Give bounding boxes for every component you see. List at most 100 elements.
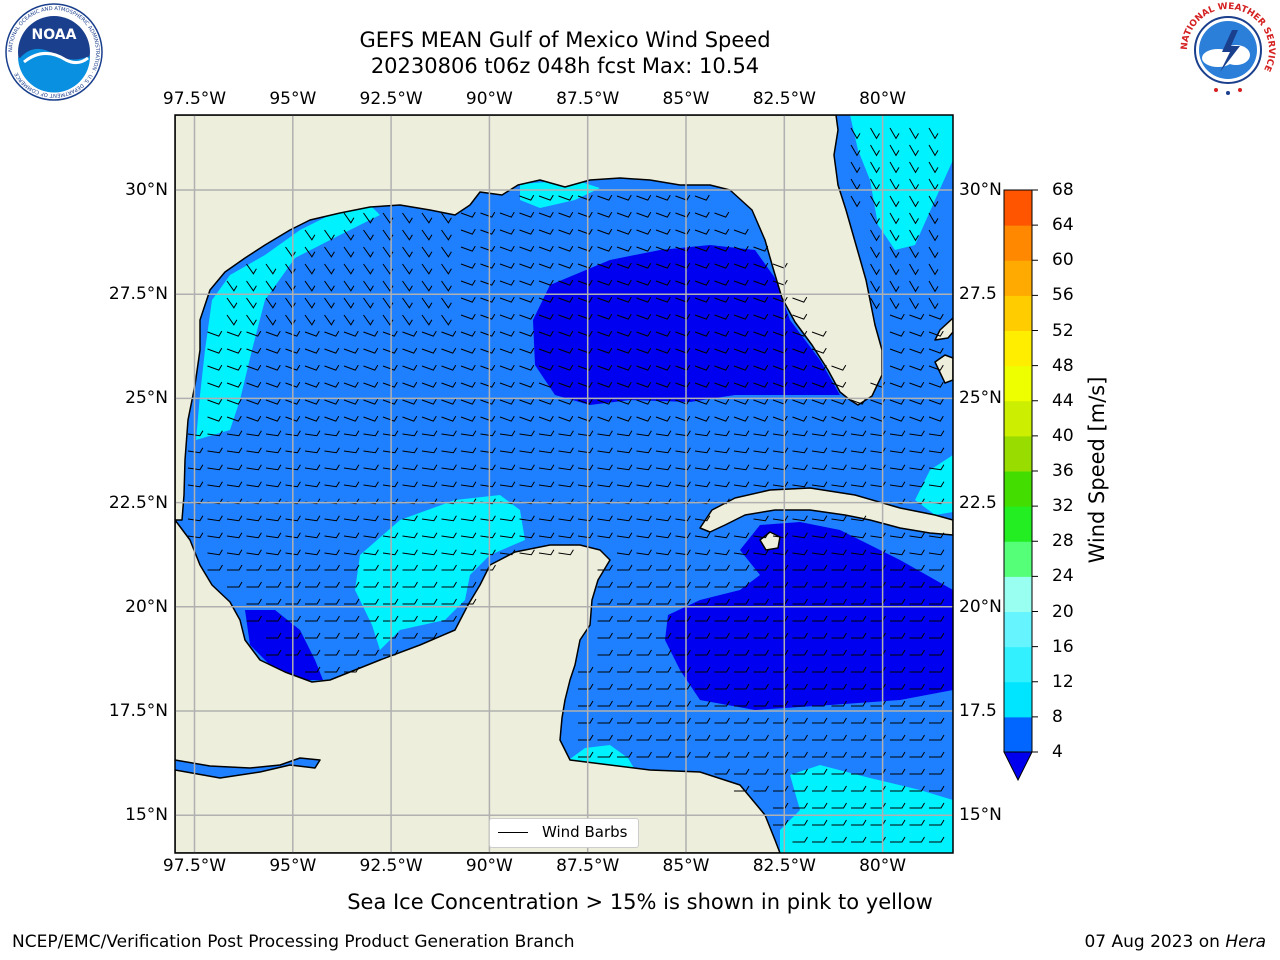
wind-barb <box>363 598 379 605</box>
wind-barb <box>636 649 652 656</box>
wind-barb <box>558 364 574 371</box>
wind-barb <box>812 717 828 724</box>
wind-barb <box>655 347 671 354</box>
wind-barb <box>753 296 769 303</box>
wind-barb <box>928 549 945 556</box>
wind-barb <box>909 581 925 588</box>
lat-tick-left: 25°N <box>125 388 168 409</box>
wind-barb <box>480 381 496 388</box>
wind-barb <box>519 347 535 354</box>
wind-barb <box>636 717 652 724</box>
wind-barb <box>499 430 516 437</box>
wind-barb <box>675 481 691 488</box>
wind-barb <box>421 515 438 522</box>
wind-barb <box>909 632 925 639</box>
wind-barb <box>558 194 574 201</box>
wind-barb <box>928 313 944 320</box>
wind-barb <box>792 632 808 639</box>
wind-barb <box>889 430 906 437</box>
wind-barb <box>499 481 516 488</box>
wind-barb <box>480 415 496 422</box>
wind-barb <box>909 717 925 724</box>
wind-barb <box>265 447 282 454</box>
wind-barb <box>324 297 335 309</box>
wind-barb <box>402 447 418 454</box>
wind-barb <box>792 430 808 437</box>
wind-barb <box>617 598 633 605</box>
wind-barb <box>812 819 828 826</box>
wind-barb <box>499 211 515 218</box>
wind-barb <box>343 364 359 371</box>
wind-barb <box>578 666 594 673</box>
wind-barb <box>889 246 900 259</box>
wind-barb <box>304 347 320 354</box>
wind-barb <box>890 768 906 775</box>
wind-barb <box>480 330 496 337</box>
wind-barb <box>597 262 613 269</box>
wind-barb <box>207 481 223 488</box>
wind-barb <box>694 347 710 354</box>
wind-barb <box>227 564 243 571</box>
wind-barb <box>655 330 671 337</box>
wind-barb <box>187 481 204 488</box>
wind-barb <box>304 398 320 405</box>
wind-barb <box>402 598 418 605</box>
colorbar-tick-label: 56 <box>1052 285 1074 306</box>
wind-barb <box>753 430 769 437</box>
wind-barb <box>890 819 906 826</box>
wind-barb <box>850 447 867 454</box>
wind-barb <box>694 313 710 320</box>
wind-barb <box>753 785 769 792</box>
wind-barb <box>694 211 710 218</box>
wind-barb <box>460 347 476 354</box>
wind-barb <box>577 211 593 218</box>
wind-barb <box>909 144 919 157</box>
wind-barb <box>636 666 652 673</box>
wind-barb <box>850 415 866 422</box>
wind-barb <box>753 598 769 605</box>
wind-barb <box>889 398 905 405</box>
wind-barb <box>480 532 496 539</box>
wind-barb <box>734 785 750 792</box>
wind-barb <box>792 785 808 792</box>
wind-barb <box>928 330 944 337</box>
wind-barb <box>324 229 335 241</box>
wind-barb <box>460 279 476 286</box>
wind-barb <box>694 330 710 337</box>
wind-barb <box>480 447 496 454</box>
wind-barb <box>597 632 613 639</box>
wind-barb <box>382 297 394 309</box>
wind-barb <box>538 296 554 303</box>
wind-barb <box>617 666 633 673</box>
wind-barb <box>577 245 593 252</box>
wind-barb <box>831 549 847 556</box>
wind-barb <box>382 447 399 454</box>
wind-barb <box>363 280 374 292</box>
wind-barb <box>499 245 515 252</box>
wind-barb <box>929 581 945 588</box>
lon-tick-top: 90°W <box>465 89 513 109</box>
wind-barb <box>558 296 574 303</box>
wind-barb <box>577 515 594 522</box>
wind-barb <box>792 296 808 303</box>
wind-barb <box>850 481 867 488</box>
wind-barb <box>616 228 632 235</box>
wind-barb <box>909 768 925 775</box>
wind-barb <box>675 245 691 252</box>
wind-barb <box>656 649 672 656</box>
wind-barb <box>675 398 691 405</box>
wind-barb <box>928 415 944 422</box>
wind-barb <box>616 347 632 354</box>
wind-barb <box>324 581 340 588</box>
wind-barb <box>402 364 418 371</box>
wind-barb <box>441 347 457 354</box>
wind-barb <box>714 598 730 605</box>
wind-barb <box>480 347 496 354</box>
wind-barb <box>597 734 613 741</box>
lon-tick-bottom: 95°W <box>269 856 317 876</box>
wind-barb <box>246 430 262 437</box>
wind-barb <box>363 297 374 309</box>
colorbar-tick-label: 20 <box>1052 601 1074 622</box>
wind-barb <box>226 549 243 556</box>
wind-barb <box>909 615 925 622</box>
